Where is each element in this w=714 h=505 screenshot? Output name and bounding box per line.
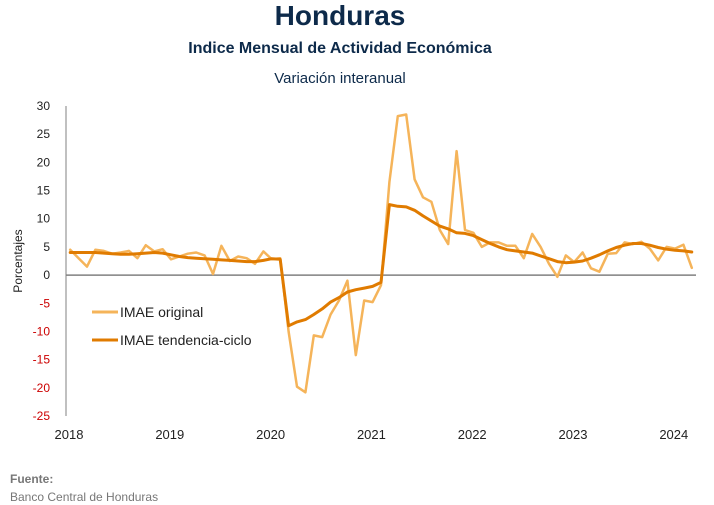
series-layer xyxy=(68,113,694,394)
y-tick-label: -20 xyxy=(33,381,51,395)
legend-label-trend: IMAE tendencia-ciclo xyxy=(120,332,252,348)
chart-subtitle-secondary: Variación interanual xyxy=(274,70,406,87)
x-tick-label: 2018 xyxy=(55,427,84,442)
x-tick-label: 2022 xyxy=(458,427,487,442)
x-axis-ticks: 2018 2019 2020 2021 2022 2023 2024 xyxy=(55,427,689,442)
y-axis-ticks: 30 25 20 15 10 5 0 -5 -10 -15 -20 -25 xyxy=(33,99,51,423)
y-tick-label: 15 xyxy=(37,184,51,198)
y-tick-label: -25 xyxy=(33,409,51,423)
x-tick-label: 2023 xyxy=(559,427,588,442)
y-axis-label: Porcentajes xyxy=(11,229,25,292)
series-line-imae-tendencia-ciclo xyxy=(68,203,694,328)
chart-title: Honduras xyxy=(274,0,406,31)
x-tick-label: 2024 xyxy=(659,427,688,442)
y-tick-label: 10 xyxy=(37,212,51,226)
footer-source-label: Fuente: xyxy=(10,472,54,486)
chart-subtitle: Indice Mensual de Actividad Económica xyxy=(188,40,492,57)
y-tick-label: 0 xyxy=(43,268,50,282)
y-tick-label: 30 xyxy=(37,99,51,113)
chart-legend: IMAE original IMAE tendencia-ciclo xyxy=(92,304,252,348)
series-line-imae-original xyxy=(68,113,694,394)
x-tick-label: 2021 xyxy=(357,427,386,442)
y-tick-label: 25 xyxy=(37,127,51,141)
x-tick-label: 2019 xyxy=(155,427,184,442)
y-tick-label: 20 xyxy=(37,155,51,169)
y-tick-label: -15 xyxy=(33,353,51,367)
y-tick-label: -5 xyxy=(39,296,50,310)
footer-source-text: Banco Central de Honduras xyxy=(10,490,159,504)
x-tick-label: 2020 xyxy=(256,427,285,442)
y-tick-label: 5 xyxy=(43,240,50,254)
legend-label-original: IMAE original xyxy=(120,304,203,320)
y-tick-label: -10 xyxy=(33,324,51,338)
